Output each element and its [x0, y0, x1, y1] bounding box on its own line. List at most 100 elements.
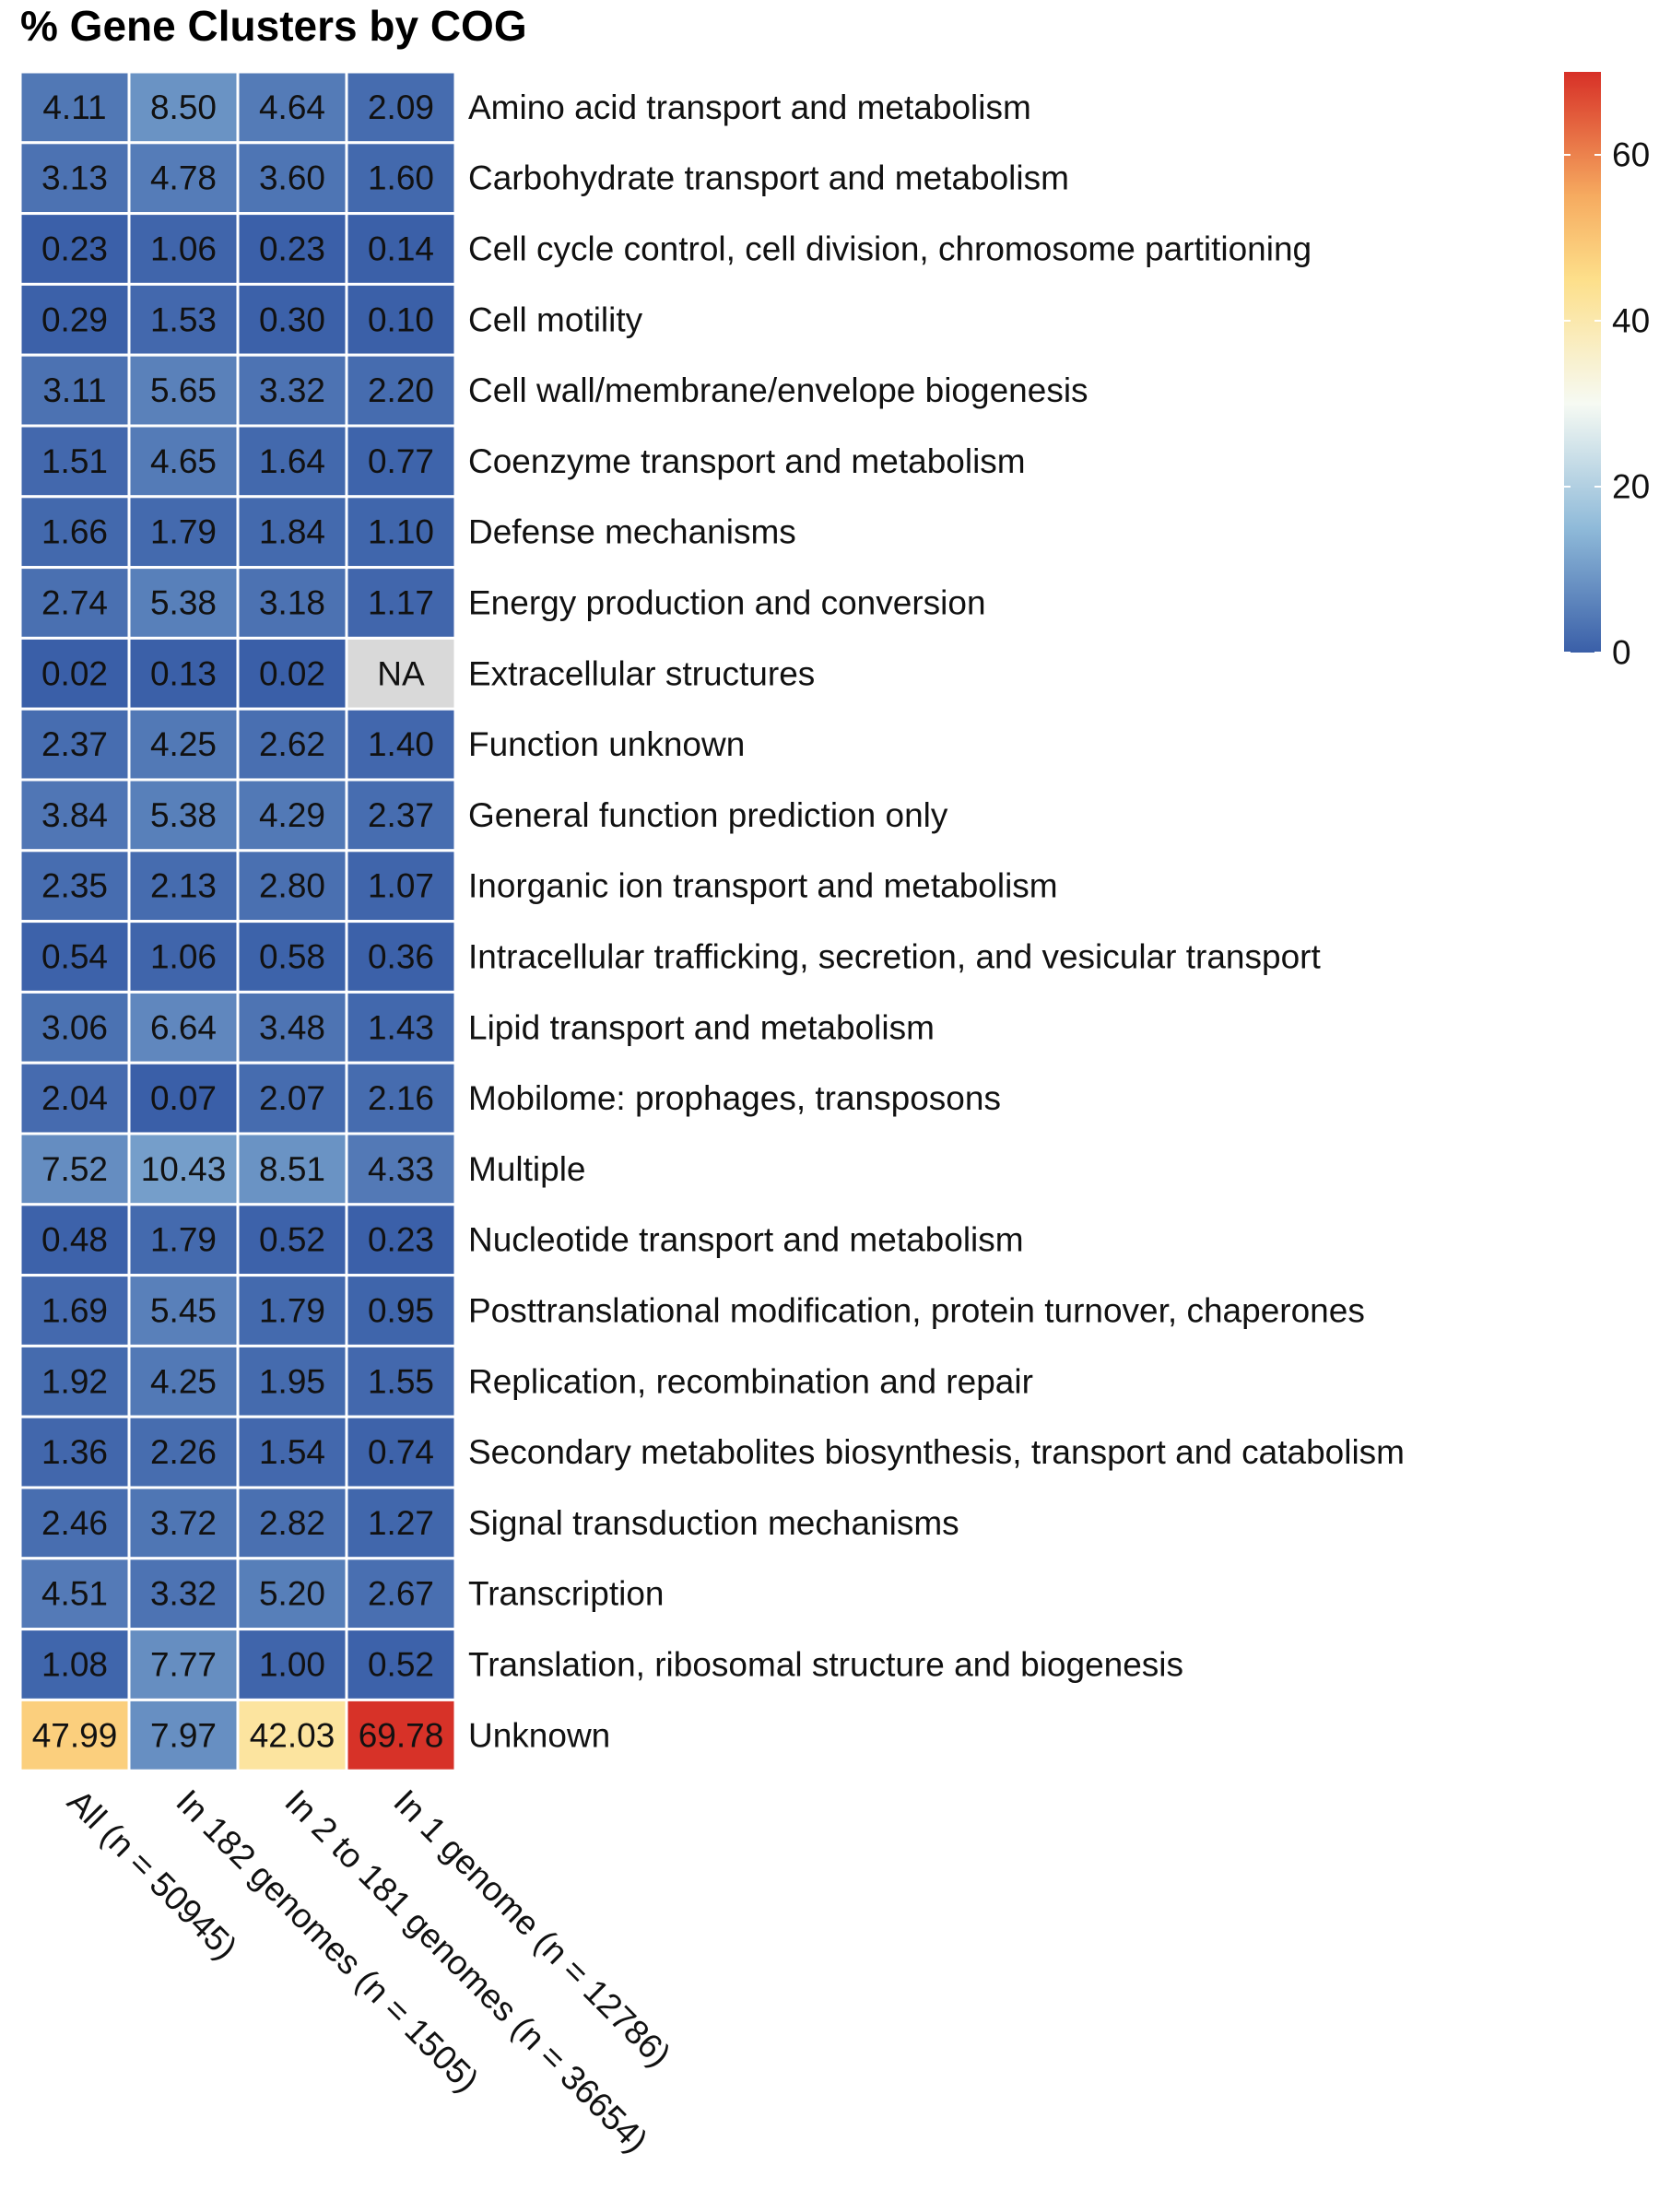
row-labels: Amino acid transport and metabolism Carbo… [468, 88, 1405, 1754]
heatmap-cells [18, 70, 457, 1772]
cell-value: 1.00 [259, 1646, 325, 1684]
cell-value: 1.84 [259, 513, 325, 551]
cell-value: 4.25 [150, 1362, 217, 1400]
cell-value: 0.54 [41, 938, 108, 976]
heatmap-cell [236, 566, 348, 640]
heatmap-cell [127, 1203, 240, 1277]
legend-ticks: 0 20 40 60 [1564, 136, 1650, 672]
heatmap-cell [127, 1486, 240, 1560]
row-label: Cell cycle control, cell division, chrom… [468, 230, 1312, 268]
heatmap-cell [236, 920, 348, 994]
cell-value: 1.79 [150, 1221, 217, 1259]
cell-value: 2.20 [368, 371, 434, 409]
heatmap-cell [18, 1132, 131, 1206]
cell-value: 0.36 [368, 938, 434, 976]
heatmap-cell [18, 424, 131, 499]
heatmap-cell [18, 1486, 131, 1560]
cell-value: 1.08 [41, 1646, 108, 1684]
cell-value: 1.27 [368, 1504, 434, 1542]
cell-value: 0.23 [41, 230, 108, 268]
cell-value: 8.50 [150, 88, 217, 126]
row-label: General function prediction only [468, 796, 948, 834]
row-label: Function unknown [468, 725, 745, 763]
cell-value: 0.23 [259, 230, 325, 268]
heatmap-cell [345, 849, 457, 924]
heatmap-cell [345, 1344, 457, 1418]
cell-value: 1.06 [150, 230, 217, 268]
heatmap-cell [345, 141, 457, 216]
cell-value: 2.13 [150, 867, 217, 905]
row-label: Mobilome: prophages, transposons [468, 1079, 1001, 1117]
cell-value: 0.10 [368, 300, 434, 338]
cell-value: 4.29 [259, 796, 325, 834]
heatmap-cell [236, 1698, 348, 1772]
cell-value: 2.37 [368, 796, 434, 834]
cell-value: 0.52 [368, 1646, 434, 1684]
cell-value: 3.32 [259, 371, 325, 409]
cell-value: 1.51 [41, 442, 108, 480]
cell-value: 5.20 [259, 1575, 325, 1613]
cell-value: 0.52 [259, 1221, 325, 1259]
cell-value: 2.16 [368, 1079, 434, 1117]
cell-value: 1.55 [368, 1362, 434, 1400]
cell-value: 5.45 [150, 1292, 217, 1330]
heatmap-cell [127, 141, 240, 216]
row-label: Defense mechanisms [468, 513, 796, 551]
cell-value: 2.07 [259, 1079, 325, 1117]
cell-value: 7.77 [150, 1646, 217, 1684]
heatmap-cell [345, 1132, 457, 1206]
heatmap-cell [18, 1628, 131, 1701]
heatmap-cell [236, 990, 348, 1065]
cell-value: 1.92 [41, 1362, 108, 1400]
row-label: Nucleotide transport and metabolism [468, 1221, 1024, 1259]
cell-value: 0.58 [259, 938, 325, 976]
cell-value: 69.78 [359, 1716, 444, 1754]
cell-value: 0.07 [150, 1079, 217, 1117]
legend-tick-label: 0 [1612, 634, 1631, 672]
row-label: Cell wall/membrane/envelope biogenesis [468, 371, 1088, 409]
cell-value: 2.37 [41, 725, 108, 763]
cell-value: 1.64 [259, 442, 325, 480]
heatmap-cell [18, 920, 131, 994]
legend-tick-label: 60 [1612, 136, 1650, 174]
row-label: Transcription [468, 1575, 664, 1613]
cell-value: 4.64 [259, 88, 325, 126]
cell-value: 1.36 [41, 1433, 108, 1471]
cell-value: 0.48 [41, 1221, 108, 1259]
heatmap-cell [127, 70, 240, 145]
heatmap-cell [127, 424, 240, 499]
cell-value: 4.25 [150, 725, 217, 763]
row-label: Secondary metabolites biosynthesis, tran… [468, 1433, 1405, 1471]
heatmap-cell [18, 1415, 131, 1489]
heatmap-cell [345, 212, 457, 286]
cell-value: 3.72 [150, 1504, 217, 1542]
cell-value: 2.35 [41, 867, 108, 905]
heatmap-cell [18, 566, 131, 640]
heatmap-cell [127, 282, 240, 357]
cell-value: 5.38 [150, 584, 217, 622]
heatmap-cell [345, 1486, 457, 1560]
heatmap-cell [236, 1557, 348, 1631]
column-labels: All (n = 50945)In 182 genomes (n = 1505)… [60, 1783, 677, 2159]
cell-value: 8.51 [259, 1150, 325, 1188]
row-label: Multiple [468, 1150, 586, 1188]
heatmap-cell [127, 212, 240, 286]
heatmap-cell [18, 707, 131, 782]
cell-value: 0.29 [41, 300, 108, 338]
heatmap-cell [127, 920, 240, 994]
row-label: Lipid transport and metabolism [468, 1008, 935, 1046]
cell-value: 5.38 [150, 796, 217, 834]
heatmap-cell [18, 990, 131, 1065]
cell-value: 2.74 [41, 584, 108, 622]
row-label: Posttranslational modification, protein … [468, 1292, 1365, 1330]
heatmap-cell [345, 1557, 457, 1631]
heatmap-cell [236, 1628, 348, 1701]
cell-value: 1.40 [368, 725, 434, 763]
cell-value: 1.10 [368, 513, 434, 551]
cell-value: 1.66 [41, 513, 108, 551]
legend-tick-label: 20 [1612, 468, 1650, 506]
row-label: Coenzyme transport and metabolism [468, 442, 1026, 480]
heatmap-cell [236, 849, 348, 924]
row-label: Carbohydrate transport and metabolism [468, 159, 1069, 197]
row-label: Intracellular trafficking, secretion, an… [468, 938, 1321, 976]
